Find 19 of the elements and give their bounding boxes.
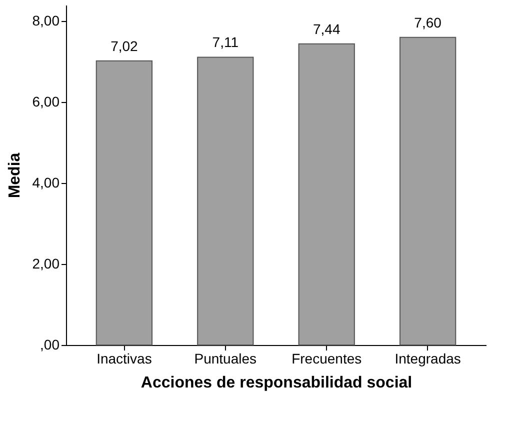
x-tick-label: Puntuales — [194, 350, 257, 366]
y-tick-label: 4,00 — [32, 174, 60, 191]
y-tick-label: ,00 — [40, 336, 60, 352]
y-tick-label: 8,00 — [32, 12, 60, 29]
bar — [298, 43, 355, 346]
x-tick-label: Frecuentes — [292, 350, 362, 366]
data-label: 7,60 — [414, 14, 442, 30]
bar — [96, 60, 153, 346]
bar — [197, 56, 254, 346]
bar — [399, 36, 456, 346]
x-axis-title: Acciones de responsabilidad social — [140, 374, 412, 392]
y-axis-title: Media — [6, 152, 24, 198]
x-tick-label: Integradas — [394, 350, 461, 366]
data-label: 7,02 — [110, 38, 138, 54]
y-tick-label: 2,00 — [32, 256, 60, 272]
data-label: 7,11 — [212, 34, 239, 50]
y-tick-label: 6,00 — [32, 94, 60, 110]
x-tick-label: Inactivas — [96, 350, 152, 366]
data-label: 7,44 — [312, 20, 340, 37]
